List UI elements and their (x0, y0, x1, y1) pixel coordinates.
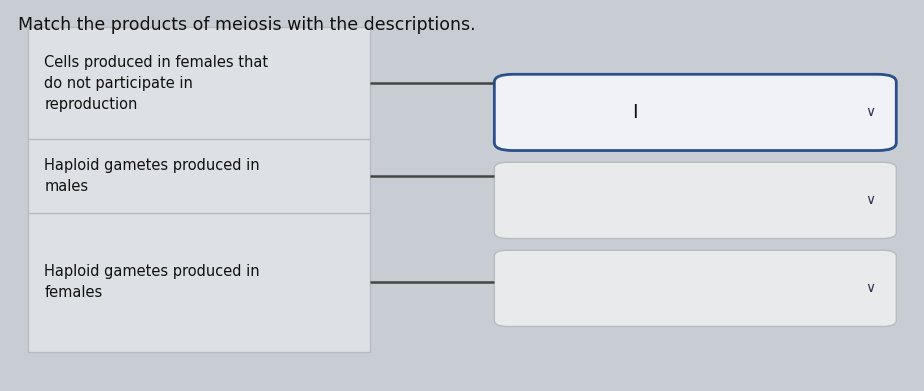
FancyBboxPatch shape (494, 162, 896, 239)
Text: Haploid gametes produced in
males: Haploid gametes produced in males (44, 158, 260, 194)
Text: Match the products of meiosis with the descriptions.: Match the products of meiosis with the d… (18, 16, 476, 34)
FancyBboxPatch shape (494, 250, 896, 326)
Text: ∨: ∨ (866, 106, 875, 119)
Text: Cells produced in females that
do not participate in
reproduction: Cells produced in females that do not pa… (44, 55, 269, 111)
FancyBboxPatch shape (494, 74, 896, 151)
Text: ∨: ∨ (866, 194, 875, 207)
Text: ∨: ∨ (866, 282, 875, 295)
FancyBboxPatch shape (28, 27, 370, 352)
Text: I: I (632, 103, 638, 122)
Text: Haploid gametes produced in
females: Haploid gametes produced in females (44, 264, 260, 301)
